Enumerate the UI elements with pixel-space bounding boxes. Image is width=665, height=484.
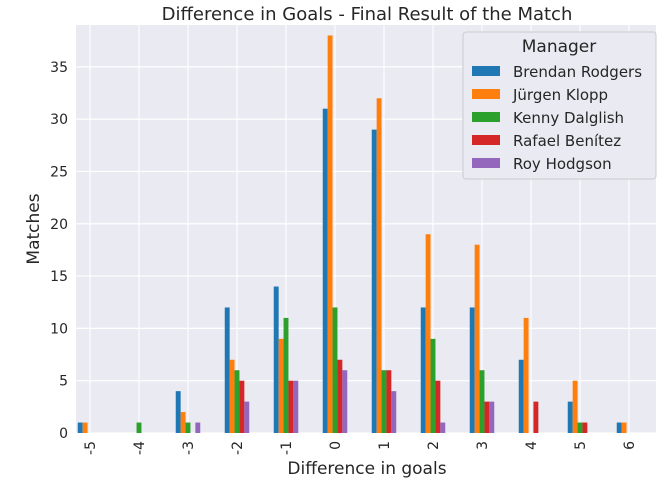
- bar: [391, 391, 397, 433]
- y-tick-label: 20: [50, 217, 68, 233]
- legend-swatch: [472, 112, 500, 122]
- y-tick-label: 10: [50, 321, 68, 337]
- x-tick-label: 6: [622, 441, 638, 450]
- bar: [523, 317, 529, 433]
- bar: [273, 286, 279, 433]
- bar: [430, 338, 436, 433]
- bar: [616, 422, 622, 433]
- bar: [288, 380, 294, 433]
- x-tick-label: -3: [181, 441, 197, 455]
- bar: [484, 401, 490, 433]
- bar: [621, 422, 627, 433]
- bar: [293, 380, 299, 433]
- bar: [239, 380, 245, 433]
- bar: [386, 370, 392, 433]
- legend: Manager Brendan Rodgers Jürgen Klopp Kenny…: [462, 31, 657, 180]
- bar: [381, 370, 387, 433]
- legend-label: Roy Hodgson: [513, 155, 612, 173]
- legend-swatch: [472, 89, 500, 99]
- bar: [322, 108, 328, 433]
- legend-swatch: [472, 135, 500, 145]
- x-axis-label: Difference in goals: [287, 459, 446, 479]
- bar: [229, 359, 235, 433]
- legend-label: Jürgen Klopp: [512, 86, 608, 104]
- bar: [371, 129, 377, 433]
- bar: [283, 317, 289, 433]
- bar: [278, 338, 284, 433]
- x-tick-label: 2: [426, 441, 442, 450]
- bar: [234, 370, 240, 433]
- bar: [342, 370, 348, 433]
- legend-items: Brendan Rodgers Jürgen Klopp Kenny Dalglis…: [472, 63, 642, 173]
- bar: [425, 234, 431, 433]
- y-axis-label: Matches: [24, 193, 44, 264]
- gridlines: [76, 25, 656, 434]
- bar: [175, 391, 181, 433]
- y-tick-label: 0: [59, 426, 68, 442]
- legend-title: Manager: [522, 37, 597, 57]
- y-tick-label: 25: [50, 164, 68, 180]
- legend-swatch: [472, 158, 500, 168]
- x-tick-label: -5: [83, 441, 99, 455]
- bars: [77, 35, 627, 434]
- y-tick-label: 5: [59, 374, 68, 390]
- bar: [469, 307, 475, 433]
- legend-swatch: [472, 66, 500, 76]
- bar: [479, 370, 485, 433]
- legend-box: [462, 31, 657, 180]
- x-tick-label: -2: [230, 441, 246, 455]
- x-tick-label: 4: [524, 441, 540, 450]
- x-tick-label: -1: [279, 441, 295, 455]
- bar: [376, 98, 382, 433]
- x-tick-label: 1: [377, 441, 393, 450]
- x-tick-label: -4: [132, 441, 148, 455]
- bar: [572, 380, 578, 433]
- y-tick-label: 30: [50, 112, 68, 128]
- bar: [577, 422, 583, 433]
- bar: [582, 422, 588, 433]
- bar: [136, 422, 142, 433]
- x-tick-labels: -5 -4 -3 -2 -1 0 1 2 3 4 5 6: [83, 441, 638, 455]
- x-tick-label: 5: [573, 441, 589, 450]
- bar: [533, 401, 539, 433]
- bar: [185, 422, 191, 433]
- bar: [77, 422, 83, 433]
- bar: [337, 359, 343, 433]
- bar: [82, 422, 88, 433]
- chart-title: Difference in Goals - Final Result of th…: [162, 4, 573, 25]
- bar: [420, 307, 426, 433]
- y-tick-label: 35: [50, 60, 68, 76]
- bar: [244, 401, 250, 433]
- bar: [332, 307, 338, 433]
- y-tick-labels: 0 5 10 15 20 25 30 35: [50, 60, 68, 442]
- x-tick-label: 0: [328, 441, 344, 450]
- bar: [440, 422, 446, 433]
- bar: [567, 401, 573, 433]
- bar: [327, 35, 333, 434]
- bar: [518, 359, 524, 433]
- legend-label: Rafael Benítez: [513, 132, 621, 150]
- y-tick-label: 15: [50, 269, 68, 285]
- bar: [224, 307, 230, 433]
- bar: [180, 412, 186, 433]
- bar: [474, 244, 480, 433]
- bar: [435, 380, 441, 433]
- legend-label: Brendan Rodgers: [513, 63, 642, 81]
- x-tick-label: 3: [475, 441, 491, 450]
- bar: [195, 422, 201, 433]
- bar: [489, 401, 495, 433]
- legend-label: Kenny Dalglish: [513, 109, 624, 127]
